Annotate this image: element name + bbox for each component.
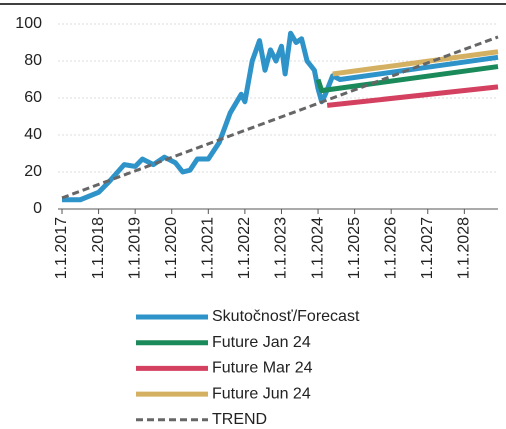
- legend-label: Future Jun 24: [212, 385, 311, 402]
- y-tick-label: 100: [15, 15, 42, 32]
- x-tick-label: 1.1.2020: [163, 217, 180, 279]
- series-line: [332, 49, 499, 77]
- y-tick-label: 20: [24, 163, 42, 180]
- y-tick-label: 80: [24, 52, 42, 69]
- x-tick-label: 1.1.2021: [200, 217, 217, 279]
- y-tick-label: 0: [33, 200, 42, 217]
- series-line: [62, 30, 499, 203]
- x-tick-label: 1.1.2025: [346, 217, 363, 279]
- x-tick-label: 1.1.2023: [273, 217, 290, 279]
- legend-label: Skutočnosť/Forecast: [212, 308, 360, 325]
- legend-label: Future Mar 24: [212, 360, 313, 377]
- x-tick-label: 1.1.2017: [53, 217, 70, 279]
- x-tick-label: 1.1.2022: [236, 217, 253, 279]
- x-tick-label: 1.1.2027: [419, 217, 436, 279]
- series-line: [315, 64, 499, 94]
- x-tick-label: 1.1.2024: [309, 217, 326, 279]
- x-tick-label: 1.1.2026: [382, 217, 399, 279]
- y-tick-label: 60: [24, 89, 42, 106]
- legend-label: TREND: [212, 411, 267, 428]
- legend-label: Future Jan 24: [212, 334, 311, 351]
- y-tick-label: 40: [24, 126, 42, 143]
- x-tick-label: 1.1.2018: [90, 217, 107, 279]
- x-tick-label: 1.1.2028: [456, 217, 473, 279]
- series-line: [326, 84, 499, 108]
- series-line: [61, 35, 499, 200]
- x-tick-label: 1.1.2019: [126, 217, 143, 279]
